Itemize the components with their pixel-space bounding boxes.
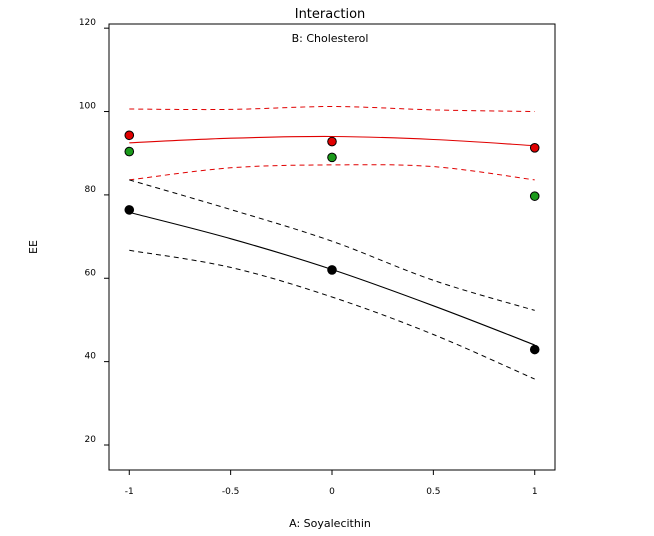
series-1 <box>124 179 540 380</box>
x-tick-label: -1 <box>125 487 134 497</box>
y-axis: 20 40 60 80 100 120 <box>79 18 109 446</box>
series-0 <box>124 105 540 201</box>
y-axis-label: EE <box>27 240 40 254</box>
data-point <box>327 152 337 163</box>
upper-confidence-band <box>129 179 535 311</box>
data-point <box>529 191 540 201</box>
x-axis-label: A: Soyalecithin <box>289 517 371 530</box>
data-point <box>529 344 540 355</box>
fit-line <box>129 135 535 147</box>
upper-confidence-band <box>129 105 535 112</box>
x-tick-label: -0.5 <box>222 487 240 497</box>
y-tick-label: 80 <box>85 185 97 195</box>
lower-confidence-band <box>129 249 535 380</box>
lower-confidence-band <box>129 164 535 181</box>
x-tick-label: 0 <box>329 487 335 497</box>
chart-title: Interaction <box>295 7 366 22</box>
series-layer <box>124 105 540 380</box>
x-axis: -1 -0.5 0 0.5 1 <box>125 470 538 497</box>
y-tick-label: 100 <box>79 102 96 112</box>
data-point <box>124 205 135 215</box>
chart-subtitle: B: Cholesterol <box>292 32 369 45</box>
data-point <box>327 136 337 147</box>
plot-frame <box>108 23 556 471</box>
data-point <box>124 130 135 141</box>
y-tick-label: 40 <box>85 352 97 362</box>
data-point <box>529 142 540 153</box>
y-tick-label: 120 <box>79 18 96 28</box>
y-tick-label: 60 <box>85 268 97 278</box>
x-tick-label: 1 <box>532 487 538 497</box>
fit-line <box>129 211 535 346</box>
data-point <box>327 265 337 275</box>
data-point <box>124 146 135 157</box>
x-tick-label: 0.5 <box>426 487 440 497</box>
y-tick-label: 20 <box>85 435 97 445</box>
